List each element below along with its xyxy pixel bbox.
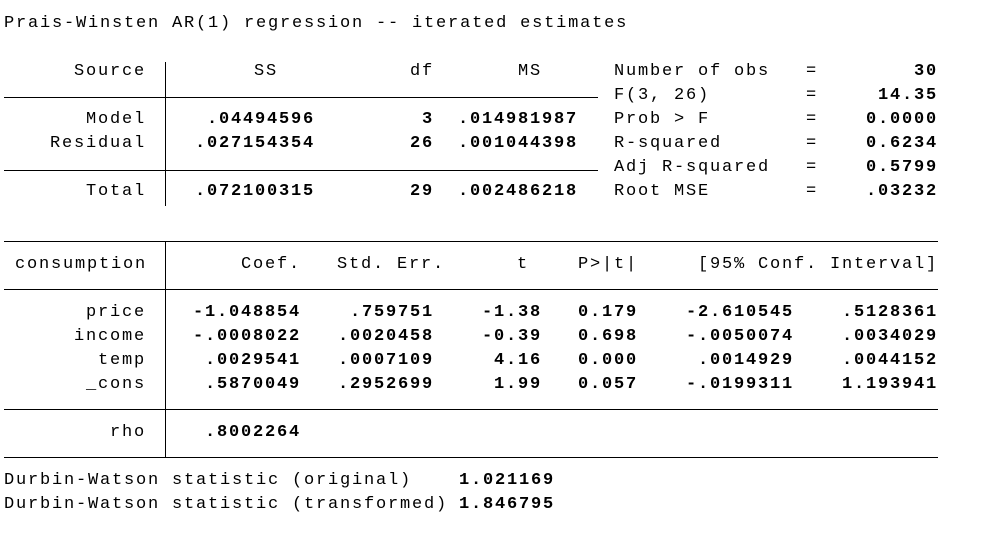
column-header: df [409,62,434,81]
column-header: [95% Conf. Interval] [697,255,938,274]
separator: = [806,134,819,153]
cell: 0.698 [577,327,638,346]
stat-value: 30 [913,62,938,81]
stat-label: R-squared [614,134,723,153]
row-label: rho [109,423,146,442]
cell: .027154354 [194,134,315,153]
column-header: Coef. [240,255,301,274]
cell: 4.16 [493,351,542,370]
cell: .001044398 [457,134,578,153]
column-header: Source [73,62,146,81]
row-label: price [85,303,146,322]
stat-label: Adj R-squared [614,158,771,177]
column-header: P>|t| [577,255,638,274]
stat-label: Durbin-Watson statistic (transformed) [4,495,449,514]
cell: .0034029 [841,327,938,346]
cell: .0029541 [204,351,301,370]
stat-label: Durbin-Watson statistic (original) [4,471,413,490]
stat-value: .03232 [865,182,938,201]
stat-value: 1.846795 [459,495,556,514]
row-label: Total [85,182,146,201]
stat-label: Number of obs [614,62,771,81]
cell: -1.048854 [192,303,301,322]
separator: = [806,62,819,81]
title: Prais-Winsten AR(1) regression -- iterat… [4,14,629,33]
stat-value: 0.5799 [865,158,938,177]
cell: .8002264 [204,423,301,442]
row-label: income [73,327,146,346]
stat-value: 1.021169 [459,471,556,490]
rule [4,97,598,98]
cell: .0007109 [337,351,434,370]
rule [4,241,938,242]
cell: .2952699 [337,375,434,394]
cell: -.0199311 [685,375,794,394]
cell: 3 [421,110,434,129]
cell: .0044152 [841,351,938,370]
separator: = [806,182,819,201]
column-header: Std. Err. [336,255,445,274]
row-label: Residual [49,134,146,153]
cell: -0.39 [481,327,542,346]
cell: .0020458 [337,327,434,346]
cell: 0.000 [577,351,638,370]
cell: 0.179 [577,303,638,322]
cell: .0014929 [697,351,794,370]
separator: = [806,110,819,129]
row-label: _cons [85,375,146,394]
cell: .5128361 [841,303,938,322]
column-header: MS [517,62,542,81]
cell: 1.99 [493,375,542,394]
cell: .072100315 [194,182,315,201]
cell: 29 [409,182,434,201]
separator: = [806,158,819,177]
rule [4,457,938,458]
row-label: temp [97,351,146,370]
cell: .04494596 [206,110,315,129]
stat-value: 0.0000 [865,110,938,129]
rule [4,289,938,290]
cell: -.0050074 [685,327,794,346]
separator: = [806,86,819,105]
stat-label: Prob > F [614,110,711,129]
cell: .002486218 [457,182,578,201]
cell: .014981987 [457,110,578,129]
rule [165,62,166,206]
cell: 1.193941 [841,375,938,394]
column-header: t [516,255,529,274]
stat-label: F(3, 26) [614,86,711,105]
column-header: SS [253,62,278,81]
cell: .5870049 [204,375,301,394]
cell: -2.610545 [685,303,794,322]
cell: .759751 [349,303,434,322]
stat-label: Root MSE [614,182,711,201]
rule [4,409,938,410]
rule [4,170,598,171]
stat-value: 0.6234 [865,134,938,153]
cell: 0.057 [577,375,638,394]
cell: -.0008022 [192,327,301,346]
row-label: Model [85,110,146,129]
cell: -1.38 [481,303,542,322]
cell: 26 [409,134,434,153]
rule [165,241,166,457]
column-header: consumption [15,255,148,274]
stat-value: 14.35 [877,86,938,105]
